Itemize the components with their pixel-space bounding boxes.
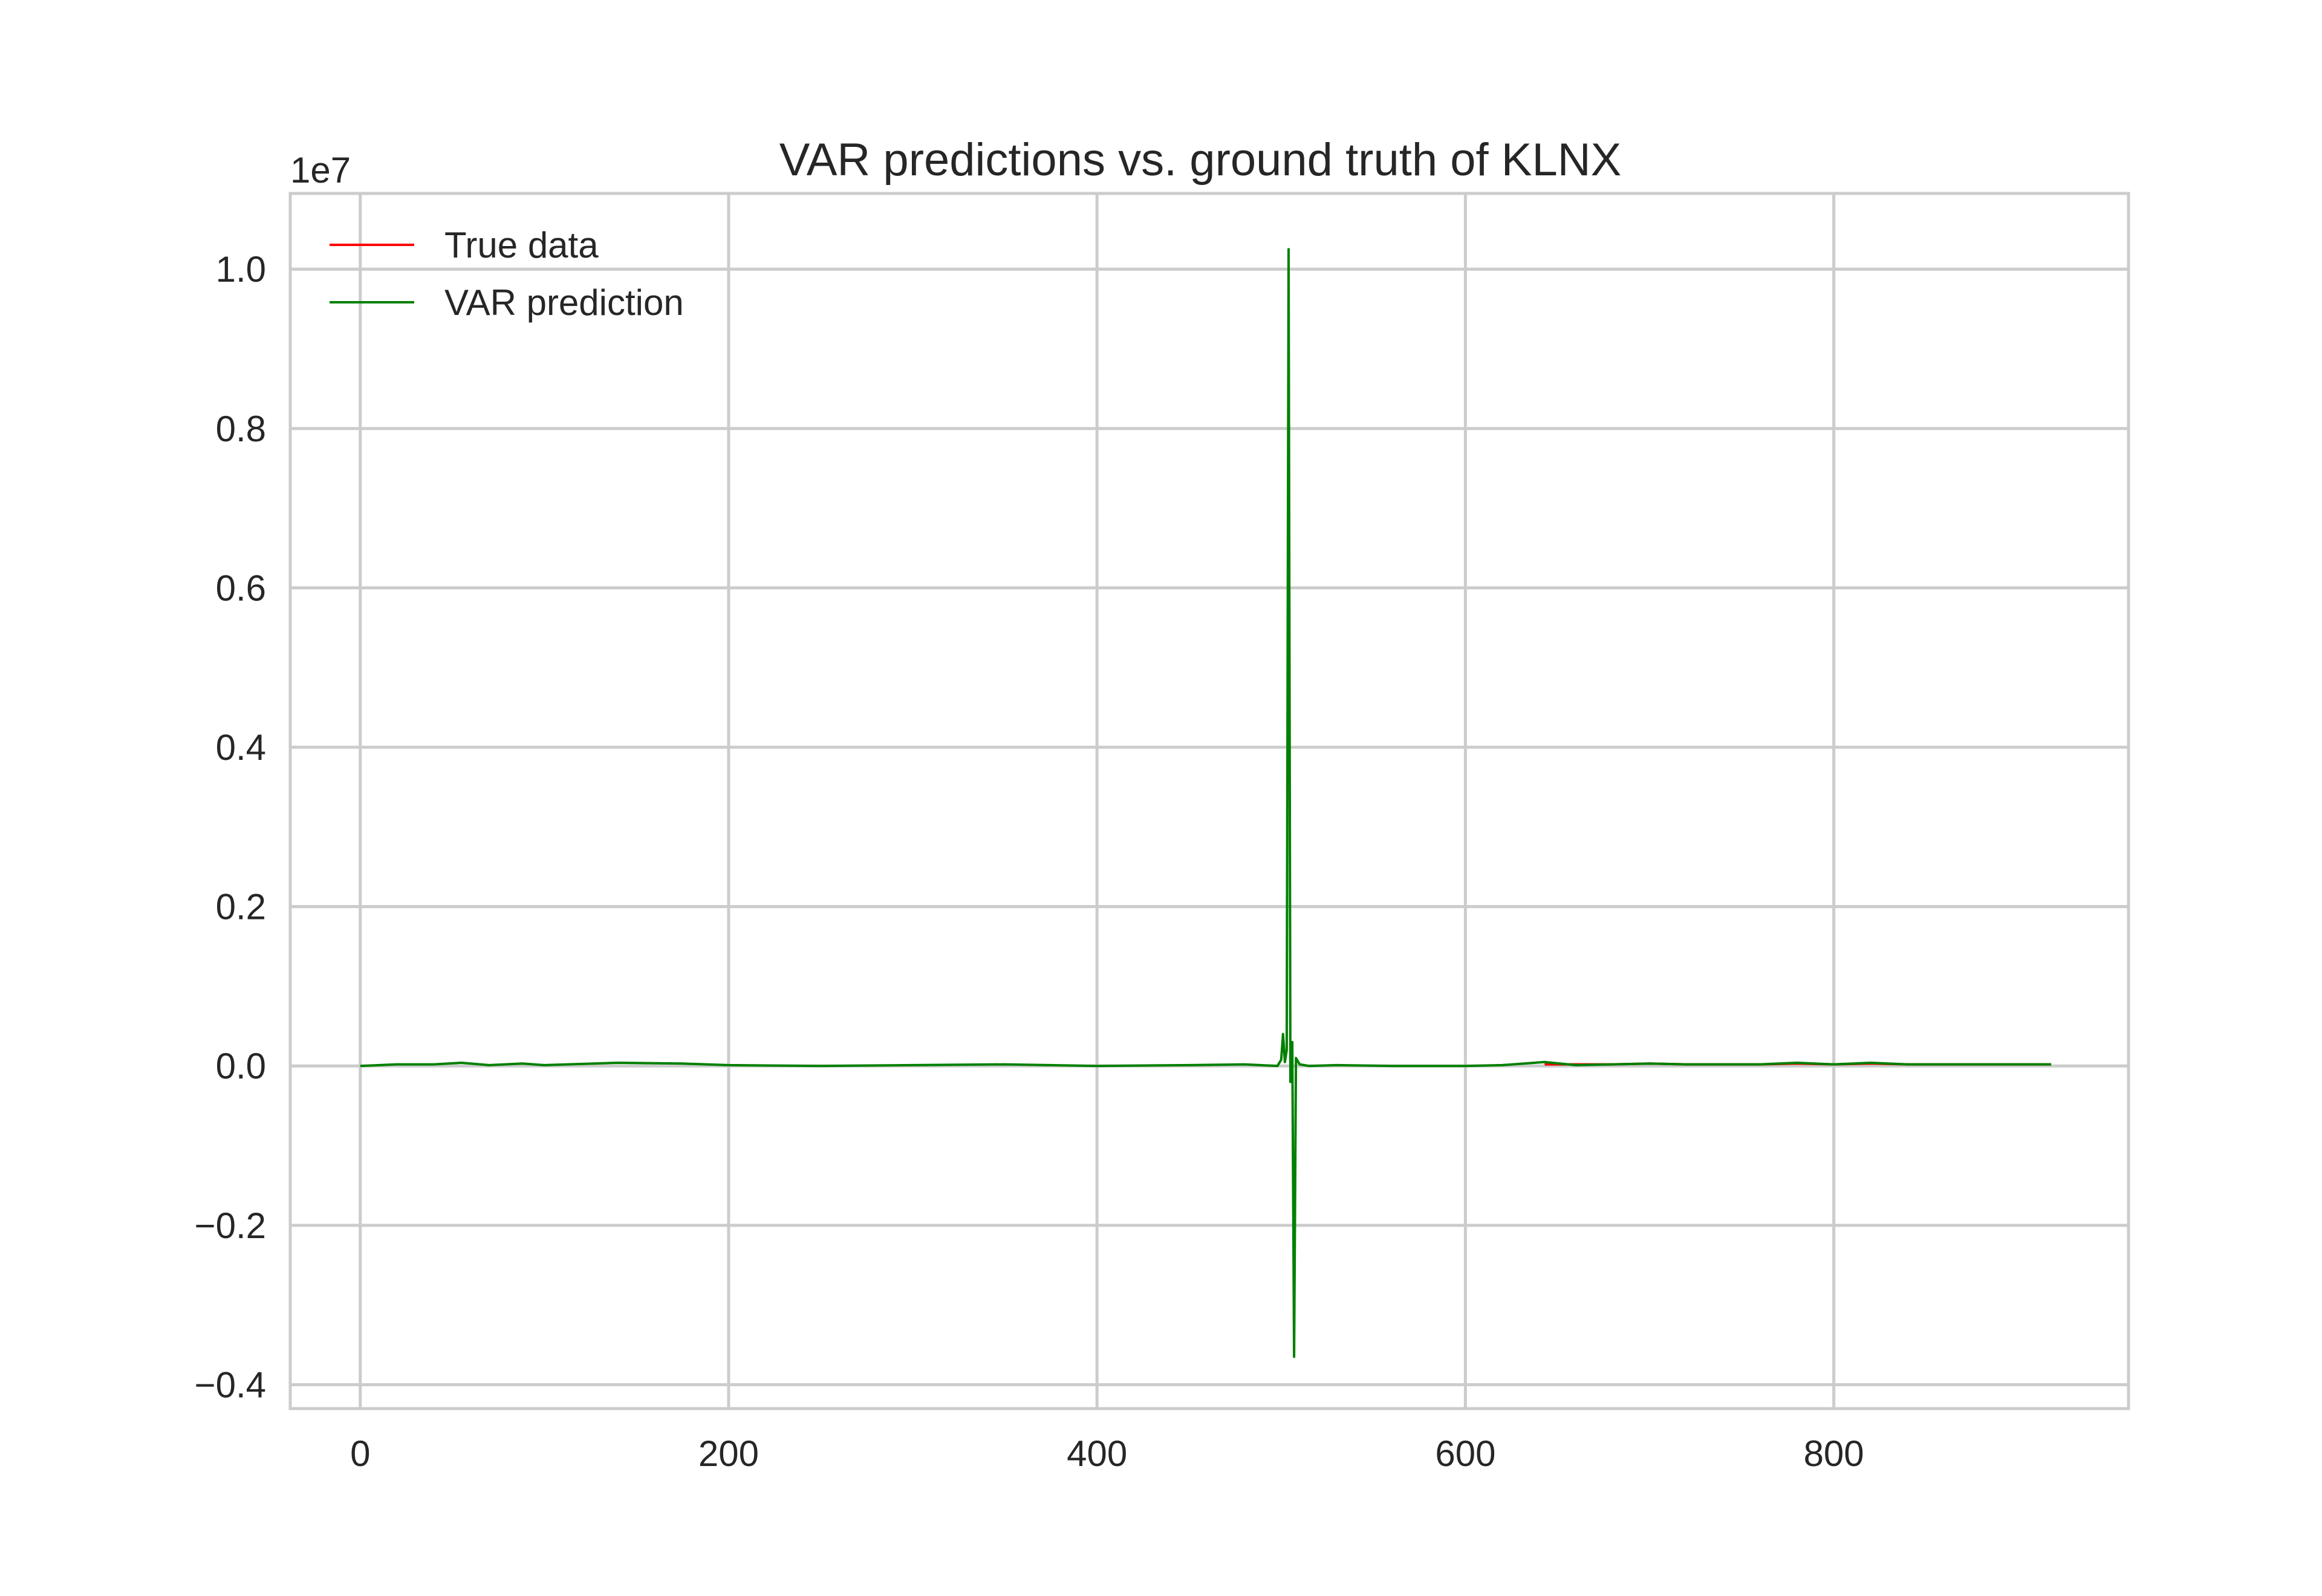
y-gridlines: [290, 267, 2128, 1386]
y-tick-label: 0.8: [216, 409, 266, 449]
plot-frame: [288, 192, 2130, 1410]
y-tick-label: 0.6: [216, 568, 266, 608]
y-tick-labels: −0.4 −0.2 0.0 0.2 0.4 0.6 0.8 1.0: [195, 249, 266, 1405]
series-layer: [360, 248, 2052, 1358]
y-tick-label: −0.2: [195, 1205, 266, 1246]
y-tick-label: 0.2: [216, 887, 266, 927]
x-tick-label: 800: [1804, 1433, 1864, 1474]
series-line-var-prediction: [360, 248, 2052, 1358]
legend-label: True data: [444, 225, 599, 265]
x-tick-label: 200: [698, 1433, 759, 1474]
legend: True data VAR prediction: [330, 225, 684, 323]
y-tick-label: 1.0: [216, 249, 266, 290]
x-tick-label: 0: [350, 1433, 370, 1474]
legend-label: VAR prediction: [444, 282, 684, 323]
y-tick-label: −0.4: [195, 1364, 266, 1405]
y-tick-label: 0.0: [216, 1046, 266, 1086]
x-gridlines: [359, 193, 1836, 1409]
x-tick-label: 400: [1067, 1433, 1127, 1474]
chart-title: VAR predictions vs. ground truth of KLNX: [779, 134, 1622, 186]
y-offset-text: 1e7: [290, 150, 351, 190]
x-tick-label: 600: [1435, 1433, 1495, 1474]
y-tick-label: 0.4: [216, 727, 266, 768]
x-tick-labels: 0 200 400 600 800: [350, 1433, 1864, 1474]
